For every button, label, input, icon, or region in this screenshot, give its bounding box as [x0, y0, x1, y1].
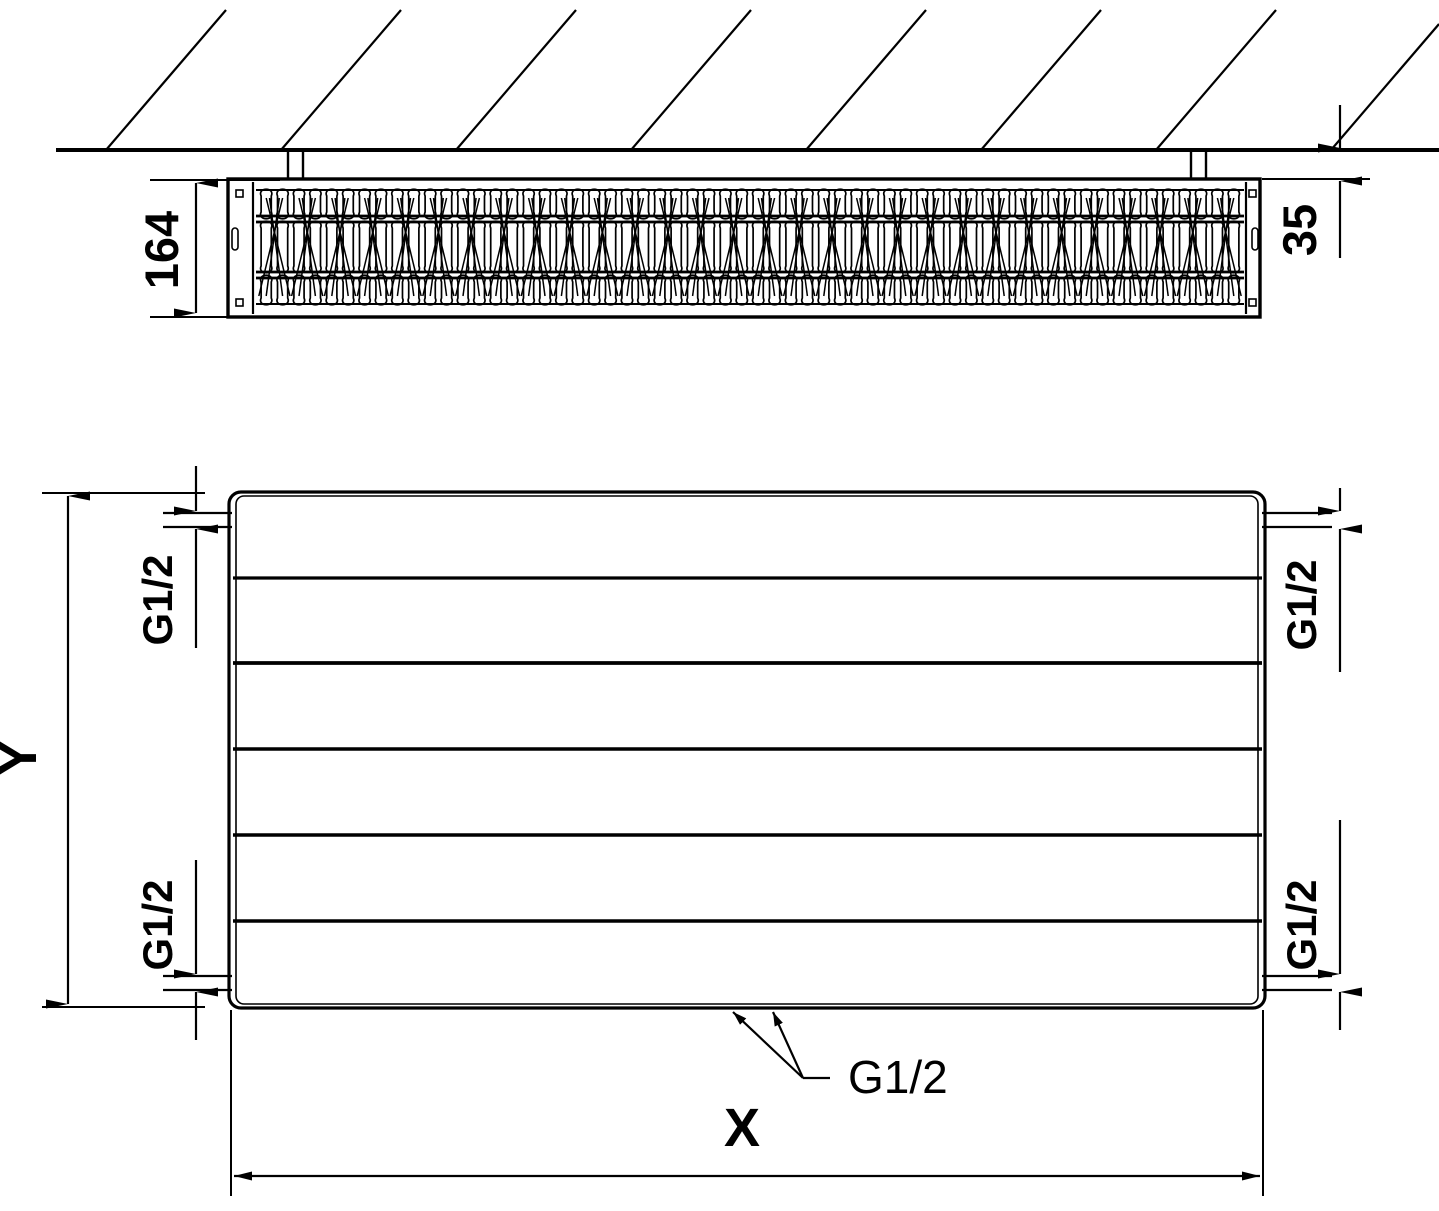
pipe-stub-bottom-left — [163, 974, 232, 992]
g12-callout-leaders — [732, 1011, 830, 1080]
mounting-bracket-left — [286, 150, 305, 180]
pipe-stub-bottom-right — [1262, 974, 1332, 992]
panel-divider-lines — [233, 576, 1262, 923]
right-cap-detail — [1248, 189, 1259, 307]
width-dimension-label: X — [724, 1098, 760, 1158]
wall-gap-dimension-35 — [1262, 105, 1370, 258]
g12-label-bottom-right: G1/2 — [1278, 879, 1325, 970]
g12-label-top-right: G1/2 — [1278, 559, 1325, 650]
g12-callout-label: G1/2 — [848, 1051, 948, 1103]
front-elevation-view: G1/2 G1/2 G1/2 G1/2 Y X — [0, 466, 1362, 1196]
g12-label-bottom-left: G1/2 — [134, 879, 181, 970]
wall-hatching — [105, 9, 1439, 151]
mounting-bracket-right — [1189, 150, 1208, 180]
convector-fin-pattern — [256, 188, 1244, 306]
depth-dimension-label: 164 — [135, 211, 188, 289]
depth-dimension-164 — [150, 178, 280, 318]
height-dimension-Y — [42, 491, 205, 1009]
pipe-stub-top-left — [163, 511, 232, 529]
pipe-stub-top-right — [1262, 511, 1332, 529]
g12-label-top-left: G1/2 — [134, 554, 181, 645]
left-cap-detail — [231, 189, 244, 307]
top-cross-section-view: 164 35 — [56, 9, 1439, 319]
height-dimension-label: Y — [0, 740, 48, 776]
radiator-body-section — [226, 177, 1262, 319]
wall-gap-dimension-label: 35 — [1273, 204, 1326, 256]
width-dimension-X — [230, 1010, 1264, 1196]
